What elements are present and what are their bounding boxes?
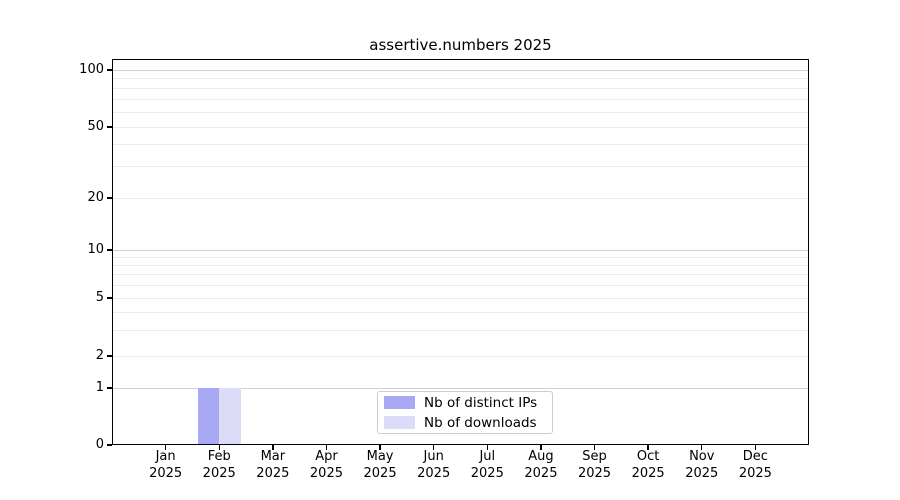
gridline-minor (113, 197, 808, 199)
gridline-minor (113, 329, 808, 331)
chart-title: assertive.numbers 2025 (369, 36, 552, 54)
gridline-major (113, 249, 808, 251)
y-tick-label: 5 (95, 290, 104, 305)
x-tick-mark (486, 445, 488, 450)
x-tick-label: Jan 2025 (149, 449, 183, 481)
gridline-minor (113, 87, 808, 89)
x-tick-mark (647, 445, 649, 450)
x-tick-mark (754, 445, 757, 450)
gridline-minor (113, 355, 808, 357)
y-tick-mark (107, 69, 112, 71)
gridline-minor (113, 264, 808, 266)
x-tick-mark (218, 445, 220, 450)
legend-label-distinct-ips: Nb of distinct IPs (424, 394, 538, 411)
gridline-minor (113, 98, 808, 100)
x-tick-label: Dec 2025 (738, 449, 772, 481)
y-tick-mark (107, 387, 112, 389)
x-tick-label: Aug 2025 (524, 449, 558, 481)
y-tick-label: 20 (87, 190, 104, 205)
y-tick-mark (107, 249, 112, 251)
x-tick-label: Mar 2025 (256, 449, 290, 481)
y-tick-label: 1 (95, 380, 104, 395)
gridline-minor (113, 274, 808, 276)
legend-swatch-distinct-ips (384, 396, 415, 409)
gridline-minor (113, 311, 808, 313)
x-tick-label: Jul 2025 (470, 449, 504, 481)
x-tick-mark (379, 445, 381, 450)
x-tick-label: Sep 2025 (577, 449, 612, 481)
legend-swatch-downloads (384, 416, 415, 429)
gridline-minor (113, 126, 808, 128)
y-tick-label: 50 (87, 119, 104, 134)
y-tick-mark (107, 297, 112, 299)
gridline-major (113, 387, 808, 389)
legend-label-downloads: Nb of downloads (424, 414, 537, 431)
bar-distinct-ips (197, 388, 220, 444)
gridline-minor (113, 256, 808, 258)
x-tick-label: Apr 2025 (309, 449, 343, 481)
x-tick-label: Jun 2025 (417, 449, 451, 481)
gridline-minor (113, 284, 808, 286)
y-tick-label: 100 (79, 62, 104, 77)
y-tick-mark (107, 197, 112, 199)
gridline-minor (113, 78, 808, 80)
x-tick-label: Nov 2025 (685, 449, 719, 481)
y-tick-mark (107, 355, 112, 357)
x-tick-mark (593, 445, 596, 450)
y-tick-mark (107, 126, 112, 128)
gridline-minor (113, 111, 808, 113)
x-tick-mark (540, 445, 542, 450)
legend-item-downloads: Nb of downloads (384, 415, 546, 431)
gridline-minor (113, 166, 808, 168)
legend: Nb of distinct IPs Nb of downloads (377, 391, 553, 434)
y-tick-label: 0 (95, 437, 104, 452)
x-tick-label: May 2025 (363, 449, 397, 481)
x-tick-mark (325, 445, 328, 450)
y-tick-label: 10 (87, 242, 104, 257)
x-tick-label: Oct 2025 (631, 449, 665, 481)
y-tick-label: 2 (95, 348, 104, 363)
gridline-minor (113, 297, 808, 299)
legend-item-distinct-ips: Nb of distinct IPs (384, 395, 546, 411)
x-tick-mark (432, 445, 435, 450)
gridline-minor (113, 143, 808, 145)
x-tick-mark (701, 445, 703, 450)
x-tick-mark (272, 445, 274, 450)
y-tick-mark (107, 444, 112, 446)
bar-downloads (219, 388, 241, 444)
gridline-major (113, 69, 808, 71)
x-tick-mark (164, 445, 167, 450)
x-tick-label: Feb 2025 (202, 449, 236, 481)
